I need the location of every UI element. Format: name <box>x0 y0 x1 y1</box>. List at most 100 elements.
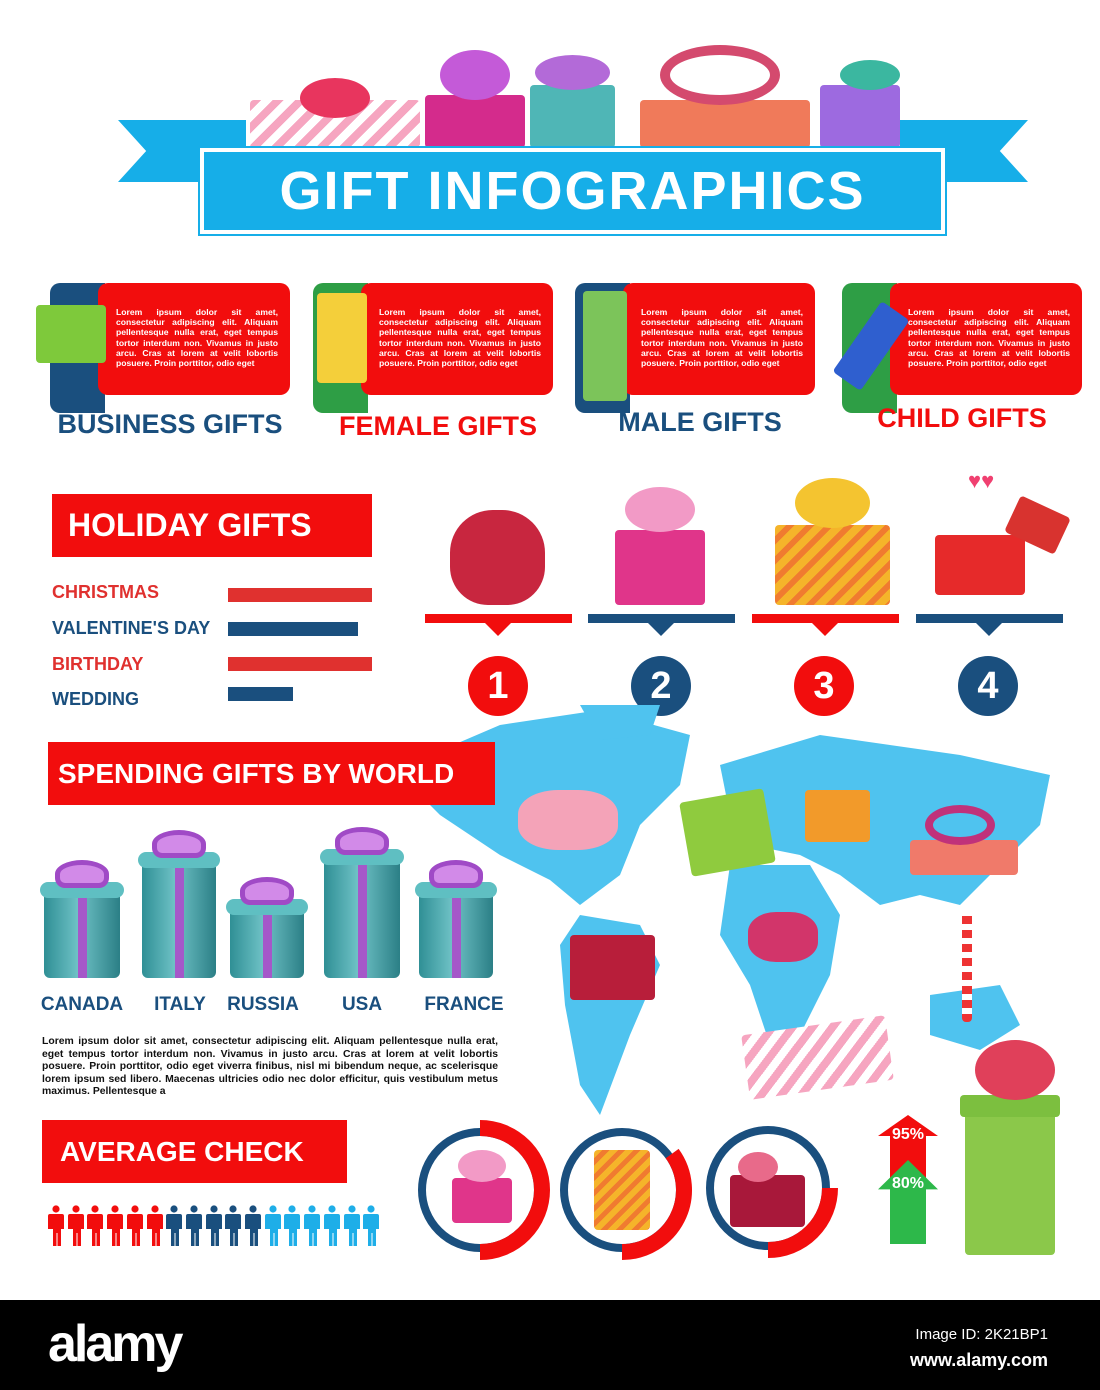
step-line <box>752 614 899 623</box>
bow <box>335 827 389 855</box>
open-gift-icon <box>935 535 1025 595</box>
country-label: CANADA <box>40 994 124 1015</box>
percent-95: 95% <box>891 1126 925 1143</box>
gift-bow <box>300 78 370 118</box>
holiday-bar <box>228 622 358 636</box>
hearts-icon: ♥♥ <box>968 468 995 493</box>
ring-progress <box>479 1120 550 1260</box>
ribbon <box>175 858 184 978</box>
ribbon <box>452 888 461 978</box>
card-label: FEMALE GIFTS <box>339 411 537 441</box>
cylinder-russia <box>226 877 308 978</box>
person-icon <box>225 1205 242 1247</box>
arrow-80 <box>878 1160 938 1244</box>
step-pointer <box>647 622 675 636</box>
step-pointer <box>484 622 512 636</box>
holiday-label: VALENTINE'S DAY <box>52 618 211 638</box>
person-icon <box>48 1205 64 1247</box>
card-text: Lorem ipsum dolor sit amet, consectetur … <box>98 283 290 395</box>
country-label: FRANCE <box>424 994 504 1015</box>
card-text: Lorem ipsum dolor sit amet, consectetur … <box>623 283 815 395</box>
person-icon <box>146 1205 163 1247</box>
card-female-gifts: Lorem ipsum dolor sit amet, consectetur … <box>313 283 555 441</box>
map-australia <box>930 985 1020 1050</box>
card-label: CHILD GIFTS <box>877 403 1047 433</box>
holiday-bar <box>228 588 372 602</box>
person-icon <box>107 1205 124 1247</box>
person-icon <box>323 1205 340 1247</box>
cylinder-canada <box>40 860 124 978</box>
person-icon <box>166 1205 183 1247</box>
ribbon <box>78 888 87 978</box>
gift-hexagon <box>425 95 525 148</box>
alamy-logo: alamy <box>48 1315 183 1373</box>
santa-sack-icon <box>450 510 545 605</box>
average-check-header: AVERAGE CHECK <box>42 1120 347 1183</box>
gift-bow <box>660 45 780 105</box>
spending-header: SPENDING GIFTS BY WORLD <box>48 742 495 805</box>
gift-bow <box>925 805 995 845</box>
gift-bow <box>738 1152 778 1182</box>
gift-orange <box>640 100 810 148</box>
striped-gift-icon <box>594 1150 650 1230</box>
house-gift-icon <box>730 1175 805 1227</box>
gift-bow <box>535 55 610 90</box>
heart-gift-icon <box>748 912 818 962</box>
ring-progress <box>621 1148 692 1260</box>
country-label: ITALY <box>154 994 206 1015</box>
cylinder-italy <box>138 830 220 978</box>
candy-cane-icon <box>962 912 972 1022</box>
gift-bow <box>440 50 510 100</box>
orange-gift-icon <box>805 790 870 842</box>
house-gift-icon <box>570 935 655 1000</box>
bow <box>152 830 206 858</box>
holiday-label: CHRISTMAS <box>52 582 159 602</box>
gift-bow <box>795 478 870 528</box>
card-label: MALE GIFTS <box>618 407 782 437</box>
gift-yellow-icon <box>317 293 367 383</box>
gift-bow <box>458 1150 506 1182</box>
holiday-label: WEDDING <box>52 689 139 709</box>
cylinder-usa <box>320 827 404 978</box>
striped-gift-icon <box>775 525 890 605</box>
card-text: Lorem ipsum dolor sit amet, consectetur … <box>890 283 1082 395</box>
holiday-label: BIRTHDAY <box>52 654 144 674</box>
gift-green-icon <box>36 305 106 363</box>
card-child-gifts: Lorem ipsum dolor sit amet, consectetur … <box>832 283 1084 433</box>
hexagon-gift-icon <box>615 530 705 605</box>
person-icon <box>205 1205 222 1247</box>
country-label: RUSSIA <box>227 994 299 1015</box>
person-icon <box>245 1205 261 1247</box>
tall-gift-lid <box>960 1095 1060 1117</box>
step-pointer <box>975 622 1003 636</box>
person-icon <box>185 1205 202 1247</box>
step-number: 4 <box>958 656 1018 716</box>
person-icon <box>363 1205 380 1247</box>
person-icon <box>264 1205 281 1247</box>
person-icon <box>87 1205 104 1247</box>
gift-bow <box>625 487 695 532</box>
page-title: GIFT INFOGRAPHICS <box>200 148 945 234</box>
step-number: 2 <box>631 656 691 716</box>
ribbon <box>358 855 367 978</box>
cylinder-france <box>415 860 497 978</box>
step-number: 1 <box>468 656 528 716</box>
ribbon <box>263 905 272 978</box>
gift-purple <box>820 85 900 148</box>
person-icon <box>67 1205 84 1247</box>
map-greenland <box>580 705 660 740</box>
person-icon <box>304 1205 321 1247</box>
heart-box-icon <box>518 790 618 850</box>
tall-green-gift-icon <box>965 1100 1055 1255</box>
step-pointer <box>811 622 839 636</box>
gift-bow <box>840 60 900 90</box>
ring-progress <box>767 1187 838 1258</box>
bow <box>55 860 109 888</box>
pink-gift-icon <box>910 840 1018 875</box>
country-label: USA <box>341 994 383 1015</box>
gift-bow <box>975 1040 1055 1100</box>
card-text: Lorem ipsum dolor sit amet, consectetur … <box>361 283 553 395</box>
holiday-gifts-header: HOLIDAY GIFTS <box>52 494 372 557</box>
image-id: Image ID: 2K21BP1 <box>915 1326 1048 1343</box>
person-icon <box>284 1205 301 1247</box>
